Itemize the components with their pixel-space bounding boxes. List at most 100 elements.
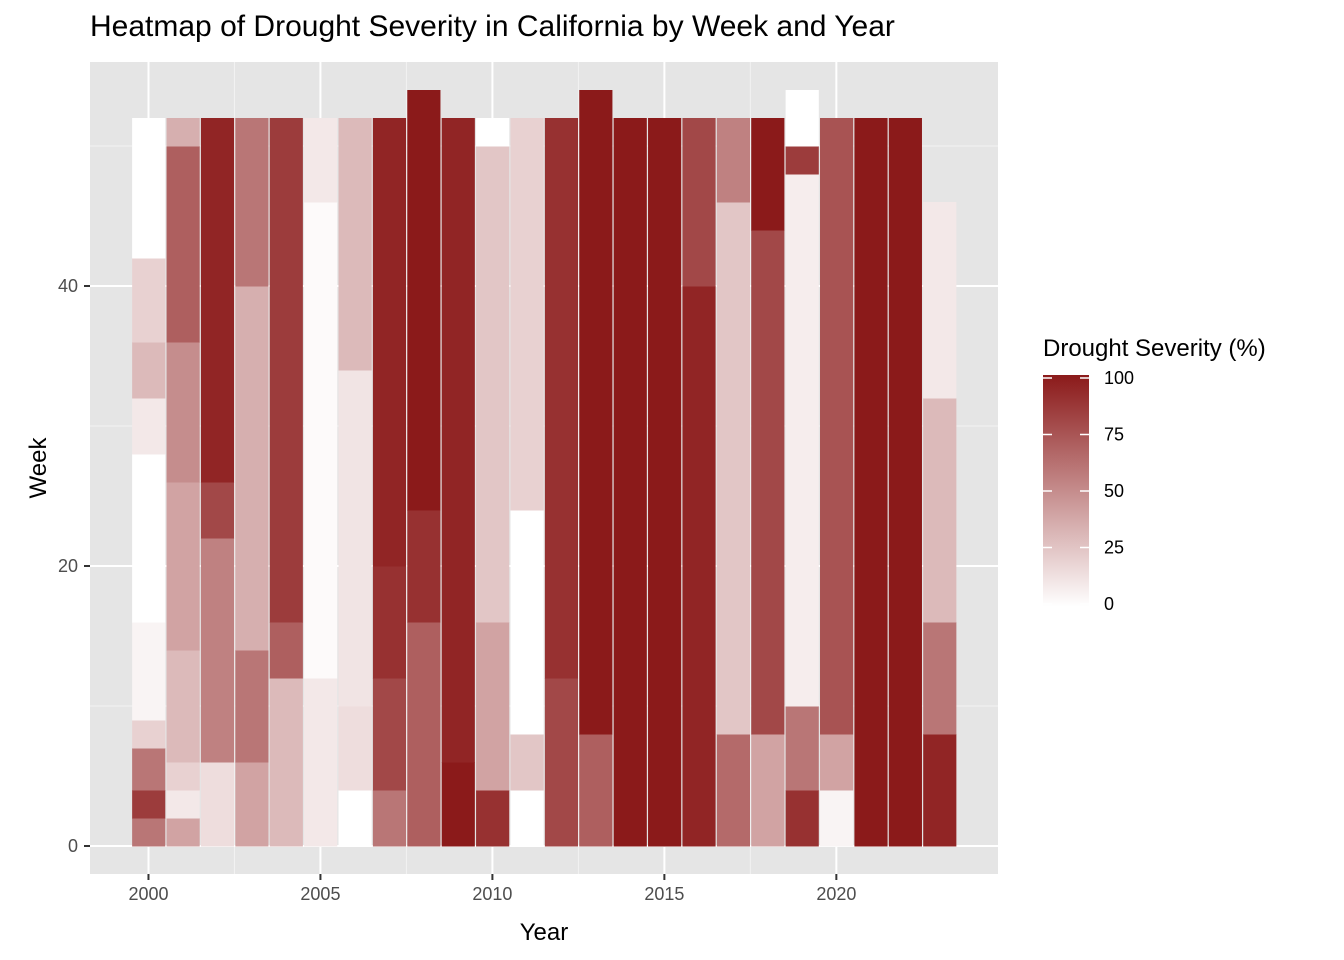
y-axis-title: Week bbox=[25, 437, 52, 499]
legend: Drought Severity (%) 0 25 50 75 100 bbox=[1043, 335, 1266, 614]
heatmap-cell bbox=[166, 118, 200, 147]
x-tick-label: 2015 bbox=[644, 884, 684, 904]
x-tick-label: 2010 bbox=[472, 884, 512, 904]
heatmap-cell bbox=[372, 566, 407, 679]
heatmap-cell bbox=[476, 118, 510, 147]
heatmap-cell bbox=[613, 118, 647, 847]
heatmap-cell bbox=[544, 678, 579, 847]
heatmap-cell bbox=[132, 118, 166, 259]
y-tick-label: 0 bbox=[68, 836, 78, 856]
heatmap-cell bbox=[269, 118, 303, 623]
heatmap-cell bbox=[751, 118, 785, 231]
heatmap-cell bbox=[579, 734, 613, 847]
heatmap-cell bbox=[166, 650, 200, 763]
heatmap-cell bbox=[166, 146, 200, 343]
heatmap-cell bbox=[510, 510, 544, 735]
y-axis: 0 20 40 bbox=[58, 276, 90, 856]
legend-label: 50 bbox=[1104, 481, 1124, 501]
heatmap-cell bbox=[716, 118, 751, 203]
heatmap-cell bbox=[132, 622, 166, 721]
x-tick-label: 2020 bbox=[816, 884, 856, 904]
heatmap-cell bbox=[235, 118, 269, 287]
heatmap-cell bbox=[166, 482, 200, 651]
heatmap-cell bbox=[235, 762, 269, 847]
heatmap-cell bbox=[407, 90, 441, 511]
heatmap-cell bbox=[372, 678, 407, 791]
heatmap-cell bbox=[751, 734, 785, 847]
heatmap-cell bbox=[200, 538, 235, 763]
heatmap-cell bbox=[476, 622, 510, 791]
heatmap-cell bbox=[785, 90, 819, 147]
heatmap-cell bbox=[338, 118, 372, 371]
heatmap-cell bbox=[235, 650, 269, 763]
heatmap-cell bbox=[716, 202, 751, 735]
heatmap-cell bbox=[510, 790, 544, 847]
heatmap-cell bbox=[372, 790, 407, 847]
y-tick-label: 20 bbox=[58, 556, 78, 576]
heatmap-cell bbox=[166, 762, 200, 791]
heatmap-cell bbox=[166, 342, 200, 483]
heatmap-cell bbox=[304, 118, 338, 203]
legend-label: 100 bbox=[1104, 368, 1134, 388]
heatmap-cell bbox=[785, 146, 819, 175]
heatmap-cell bbox=[785, 174, 819, 707]
heatmap-cell bbox=[132, 748, 166, 791]
heatmap-cell bbox=[132, 398, 166, 455]
heatmap-cell bbox=[132, 342, 166, 399]
legend-title: Drought Severity (%) bbox=[1043, 335, 1266, 362]
heatmap-cell bbox=[579, 90, 613, 735]
x-axis: 2000 2005 2010 2015 2020 bbox=[128, 874, 856, 904]
heatmap-cell bbox=[682, 286, 716, 847]
heatmap-cell bbox=[716, 734, 751, 847]
heatmap-cell bbox=[166, 818, 200, 847]
heatmap-cell bbox=[510, 734, 544, 791]
heatmap-cell bbox=[682, 118, 716, 287]
heatmap-cell bbox=[235, 286, 269, 651]
heatmap-cells bbox=[132, 90, 957, 847]
heatmap-cell bbox=[132, 258, 166, 343]
heatmap-cell bbox=[269, 678, 303, 847]
heatmap-cell bbox=[338, 706, 372, 791]
heatmap-cell bbox=[269, 622, 303, 679]
heatmap-cell bbox=[407, 622, 441, 847]
heatmap-cell bbox=[544, 118, 579, 679]
heatmap-cell bbox=[132, 790, 166, 819]
heatmap-cell bbox=[407, 510, 441, 623]
legend-label: 25 bbox=[1104, 538, 1124, 558]
heatmap-cell bbox=[372, 118, 407, 567]
chart-title: Heatmap of Drought Severity in Californi… bbox=[90, 10, 895, 43]
heatmap-cell bbox=[338, 370, 372, 707]
heatmap-cell bbox=[785, 790, 819, 847]
heatmap-cell bbox=[132, 454, 166, 623]
heatmap-cell bbox=[648, 118, 682, 847]
heatmap-cell bbox=[820, 790, 854, 847]
y-tick-label: 40 bbox=[58, 276, 78, 296]
heatmap-cell bbox=[923, 398, 957, 623]
heatmap-cell bbox=[923, 202, 957, 399]
x-tick-label: 2000 bbox=[128, 884, 168, 904]
heatmap-cell bbox=[751, 230, 785, 735]
legend-ticks: 0 25 50 75 100 bbox=[1043, 368, 1134, 614]
heatmap-cell bbox=[441, 118, 475, 763]
x-axis-title: Year bbox=[520, 919, 569, 946]
heatmap-cell bbox=[476, 146, 510, 623]
heatmap-cell bbox=[304, 678, 338, 847]
heatmap-cell bbox=[923, 734, 957, 847]
heatmap-cell bbox=[510, 118, 544, 511]
legend-label: 75 bbox=[1104, 425, 1124, 445]
heatmap-cell bbox=[820, 118, 854, 735]
heatmap-cell bbox=[200, 482, 235, 539]
heatmap-cell bbox=[923, 622, 957, 735]
heatmap-cell bbox=[166, 790, 200, 819]
heatmap-cell bbox=[476, 790, 510, 847]
heatmap-cell bbox=[854, 118, 888, 847]
x-tick-label: 2005 bbox=[300, 884, 340, 904]
heatmap-cell bbox=[200, 118, 235, 483]
heatmap-cell bbox=[132, 720, 166, 749]
heatmap-cell bbox=[441, 762, 475, 847]
heatmap-cell bbox=[820, 734, 854, 791]
heatmap-cell bbox=[888, 118, 922, 847]
heatmap-cell bbox=[304, 202, 338, 679]
heatmap-cell bbox=[200, 762, 235, 847]
